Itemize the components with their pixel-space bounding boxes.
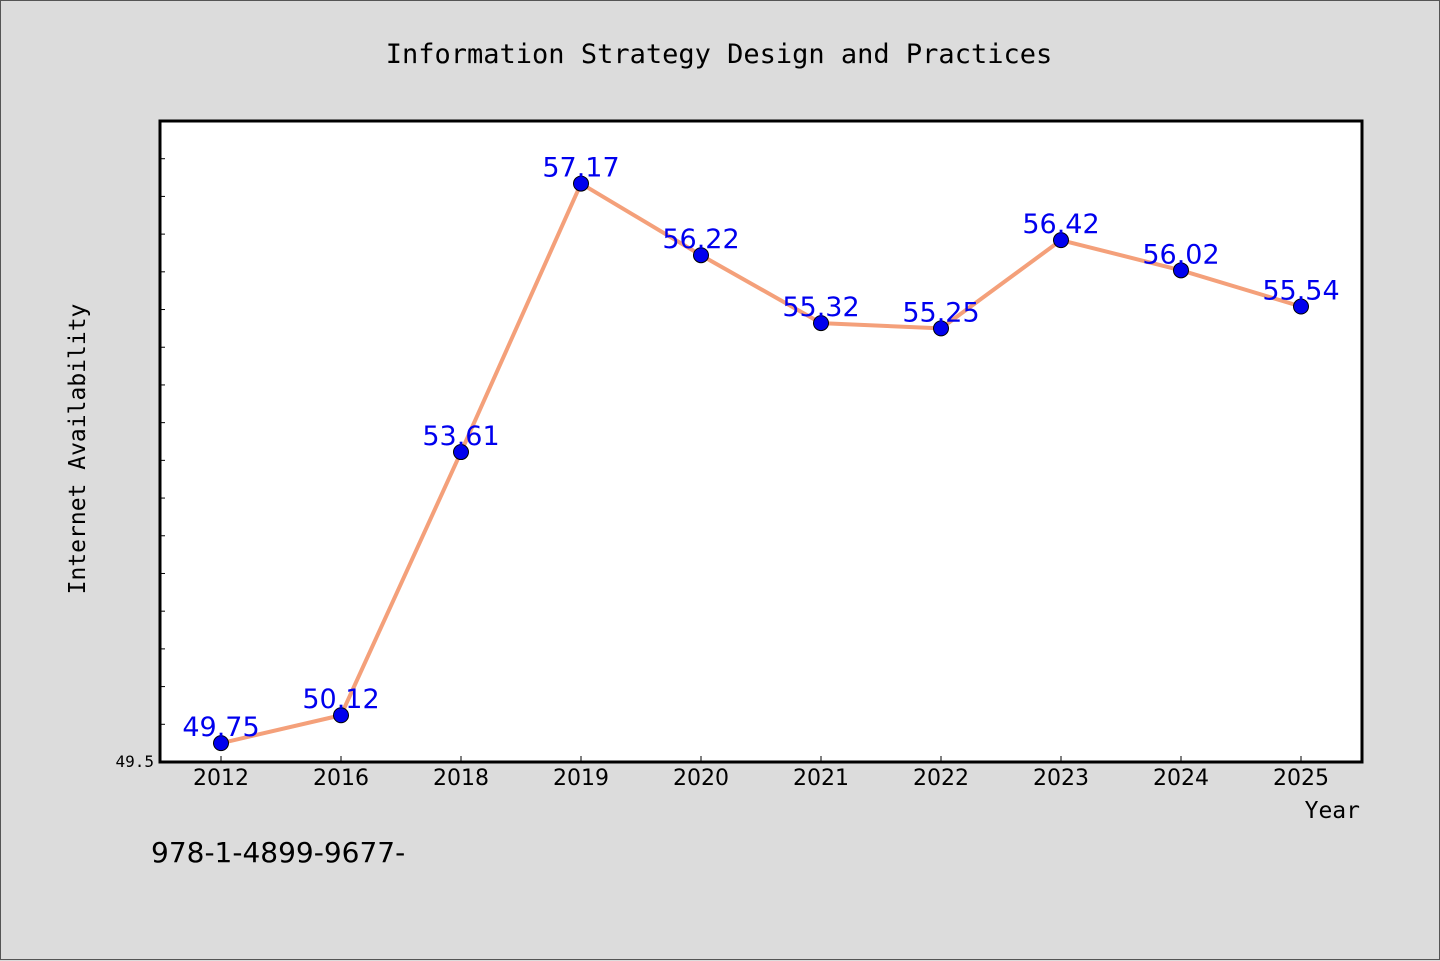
x-tick-label: 2012 xyxy=(193,766,249,791)
x-tick-label: 2020 xyxy=(673,766,729,791)
data-label: 57.17 xyxy=(542,153,619,184)
x-axis-label: Year xyxy=(1305,798,1360,824)
data-point xyxy=(333,707,349,724)
x-tick-label: 2025 xyxy=(1273,766,1329,791)
x-tick-label: 2022 xyxy=(913,766,969,791)
x-tick-label: 2024 xyxy=(1153,766,1209,791)
data-label: 56.02 xyxy=(1142,239,1219,270)
data-label: 55.25 xyxy=(902,297,979,328)
data-point xyxy=(1293,298,1309,315)
data-point xyxy=(213,735,229,752)
y-tick-label: 49.5 xyxy=(115,752,154,771)
data-point xyxy=(1053,232,1069,249)
x-tick-label: 2021 xyxy=(793,766,849,791)
chart-title: Information Strategy Design and Practice… xyxy=(386,39,1052,70)
data-point xyxy=(813,315,829,332)
plot-area xyxy=(158,119,1364,764)
data-point xyxy=(453,444,469,461)
data-point xyxy=(573,175,589,192)
x-tick-label: 2016 xyxy=(313,766,369,791)
data-label: 49.75 xyxy=(182,712,259,743)
data-label: 55.32 xyxy=(782,292,859,323)
data-point xyxy=(1173,262,1189,279)
y-axis-ticks xyxy=(160,158,165,763)
series-line xyxy=(220,181,1302,746)
x-tick-label: 2023 xyxy=(1033,766,1089,791)
data-label: 56.22 xyxy=(662,224,739,255)
data-label: 56.42 xyxy=(1022,209,1099,240)
x-axis-ticks xyxy=(220,756,1302,762)
data-label: 53.61 xyxy=(422,421,499,452)
isbn-note: 978-1-4899-9677- xyxy=(151,836,406,869)
x-tick-label: 2019 xyxy=(553,766,609,791)
data-label: 55.54 xyxy=(1262,276,1339,307)
y-axis-label: Internet Availability xyxy=(65,304,91,595)
data-label: 50.12 xyxy=(302,684,379,715)
series-group: 49.75 50.12 53.61 57.17 56.22 55.32 55.25 56.42… xyxy=(182,153,1340,752)
x-axis-tick-labels: 2012 2016 2018 2019 2020 2021 2022 2023 2024 2025 xyxy=(193,766,1329,791)
x-tick-label: 2018 xyxy=(433,766,489,791)
data-point xyxy=(693,247,709,264)
data-point xyxy=(933,320,949,337)
